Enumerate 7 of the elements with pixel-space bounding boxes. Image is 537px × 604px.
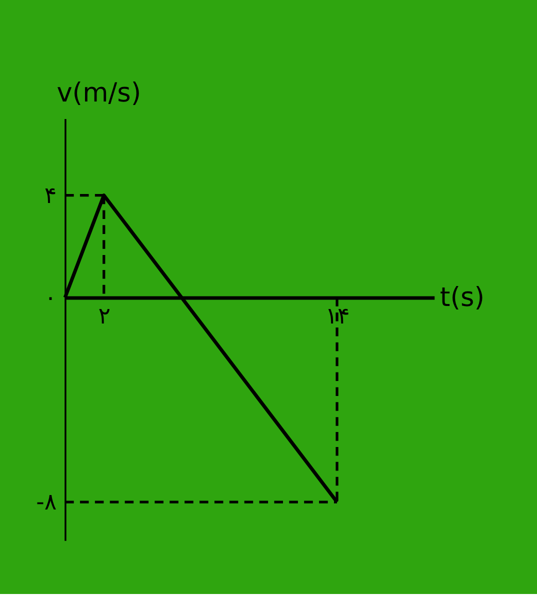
x-tick-label: ۲	[98, 303, 110, 330]
y-axis-title: v(m/s)	[56, 78, 142, 108]
y-tick-label: ۰	[44, 285, 57, 312]
y-tick-label: -۸	[36, 490, 57, 516]
y-tick-label: ۴	[44, 182, 57, 209]
x-axis-title: t(s)	[440, 282, 485, 313]
x-tick-label: ۱۴	[325, 303, 350, 330]
